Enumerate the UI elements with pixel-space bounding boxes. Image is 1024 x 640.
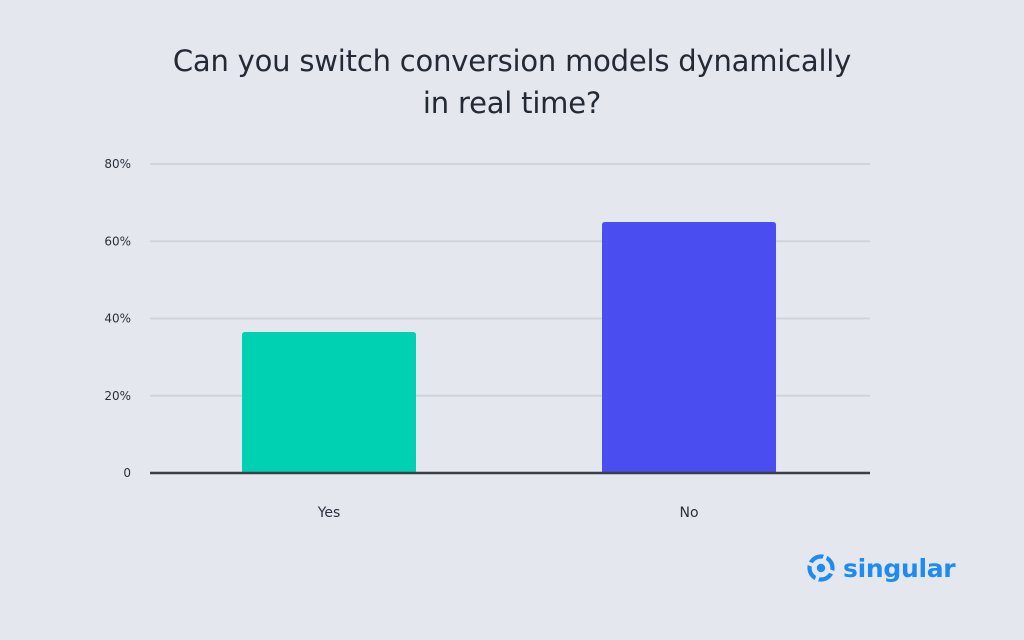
brand-logo: singular bbox=[806, 552, 956, 584]
y-tick-label: 20% bbox=[104, 389, 131, 403]
chart-title-line-1: Can you switch conversion models dynamic… bbox=[172, 44, 852, 78]
y-tick-label: 60% bbox=[104, 234, 131, 248]
bars bbox=[242, 221, 776, 473]
bar-no bbox=[602, 221, 776, 473]
y-tick-label: 0 bbox=[123, 466, 131, 480]
bar-yes bbox=[242, 332, 416, 473]
y-tick-label: 80% bbox=[104, 157, 131, 171]
y-axis-ticks: 0 20% 40% 60% 80% bbox=[104, 157, 131, 480]
chart-title-line-2: in real time? bbox=[422, 86, 602, 120]
x-axis-categories: Yes No bbox=[317, 505, 699, 521]
x-category-label: Yes bbox=[317, 505, 341, 521]
y-tick-label: 40% bbox=[104, 312, 131, 326]
singular-logo-icon bbox=[806, 553, 836, 583]
singular-logo-text: singular bbox=[843, 553, 956, 583]
chart-title: Can you switch conversion models dynamic… bbox=[0, 40, 1024, 124]
x-category-label: No bbox=[679, 505, 698, 521]
